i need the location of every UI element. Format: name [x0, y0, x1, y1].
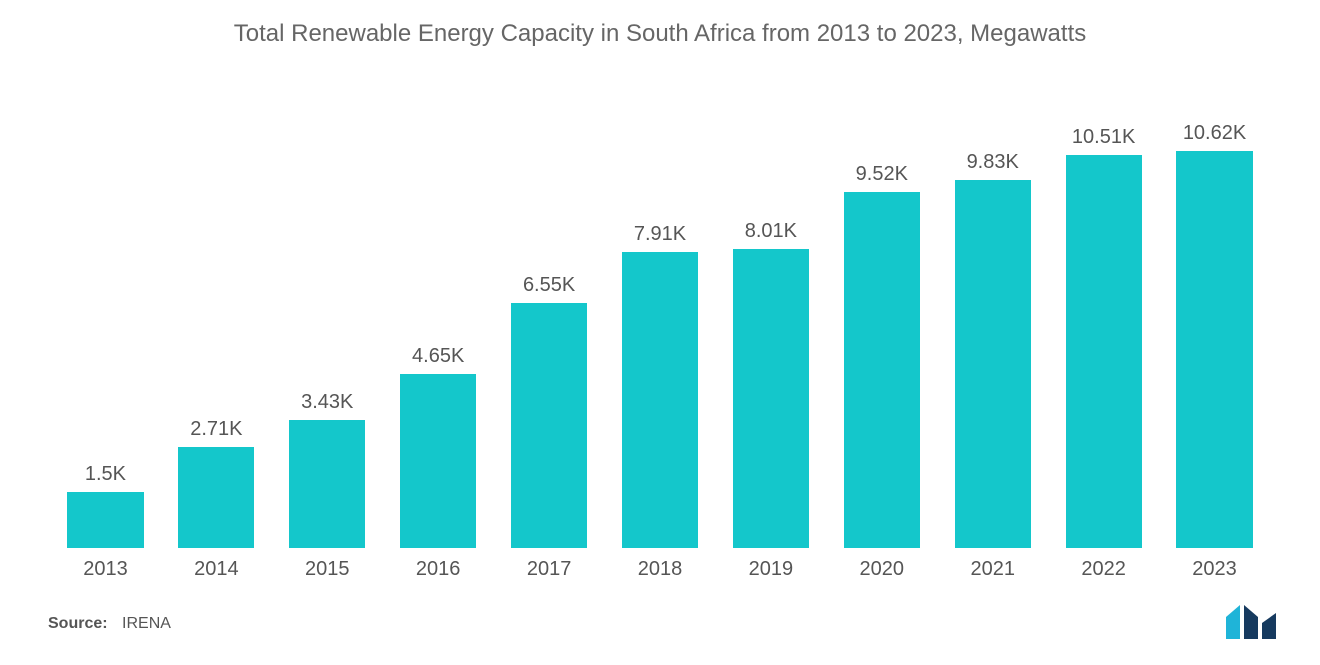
- x-tick-label: 2015: [272, 558, 383, 581]
- bar: [622, 252, 698, 548]
- bar-value-label: 7.91K: [634, 223, 686, 246]
- bar-chart-plot: 1.5K 2.71K 3.43K 4.65K 6.55K 7.91K 8.01K 9.52K 9…: [40, 78, 1280, 548]
- bar-group: 9.52K: [830, 78, 933, 548]
- x-tick-label: 2013: [50, 558, 161, 581]
- bar-group: 6.55K: [498, 78, 601, 548]
- bar-group: 10.51K: [1052, 78, 1155, 548]
- bar-group: 8.01K: [719, 78, 822, 548]
- logo-mid-shape: [1244, 605, 1258, 639]
- x-tick-label: 2020: [826, 558, 937, 581]
- bar-group: 7.91K: [609, 78, 712, 548]
- logo-right-shape: [1262, 613, 1276, 639]
- bar: [733, 249, 809, 549]
- bar-group: 10.62K: [1163, 78, 1266, 548]
- bar-value-label: 3.43K: [301, 391, 353, 414]
- chart-title: Total Renewable Energy Capacity in South…: [40, 20, 1280, 48]
- x-tick-label: 2018: [605, 558, 716, 581]
- x-tick-label: 2014: [161, 558, 272, 581]
- source-label: Source:: [48, 615, 108, 632]
- bar-group: 3.43K: [276, 78, 379, 548]
- bar-value-label: 10.51K: [1072, 126, 1135, 149]
- x-tick-label: 2019: [715, 558, 826, 581]
- bar-value-label: 9.52K: [856, 163, 908, 186]
- bar-value-label: 9.83K: [967, 151, 1019, 174]
- bar: [178, 447, 254, 548]
- bar-group: 4.65K: [387, 78, 490, 548]
- bar-value-label: 6.55K: [523, 274, 575, 297]
- brand-logo: [1224, 603, 1282, 641]
- bar: [1066, 155, 1142, 548]
- bar-group: 1.5K: [54, 78, 157, 548]
- bar-value-label: 2.71K: [190, 418, 242, 441]
- bar: [67, 492, 143, 548]
- bar: [511, 303, 587, 548]
- bar-value-label: 8.01K: [745, 220, 797, 243]
- bar: [289, 420, 365, 548]
- bar: [844, 192, 920, 548]
- bar: [1176, 151, 1252, 548]
- bar-value-label: 4.65K: [412, 345, 464, 368]
- bar-group: 9.83K: [941, 78, 1044, 548]
- x-tick-label: 2021: [937, 558, 1048, 581]
- source-text: IRENA: [122, 615, 171, 632]
- x-tick-label: 2022: [1048, 558, 1159, 581]
- source-attribution: Source: IRENA: [48, 615, 171, 633]
- logo-left-shape: [1226, 605, 1240, 639]
- chart-container: Total Renewable Energy Capacity in South…: [0, 0, 1320, 665]
- bar: [400, 374, 476, 548]
- bar-value-label: 10.62K: [1183, 122, 1246, 145]
- x-axis-labels: 2013201420152016201720182019202020212022…: [40, 558, 1280, 581]
- bar-value-label: 1.5K: [85, 463, 126, 486]
- x-tick-label: 2023: [1159, 558, 1270, 581]
- bar-group: 2.71K: [165, 78, 268, 548]
- x-tick-label: 2016: [383, 558, 494, 581]
- x-tick-label: 2017: [494, 558, 605, 581]
- bar: [955, 180, 1031, 548]
